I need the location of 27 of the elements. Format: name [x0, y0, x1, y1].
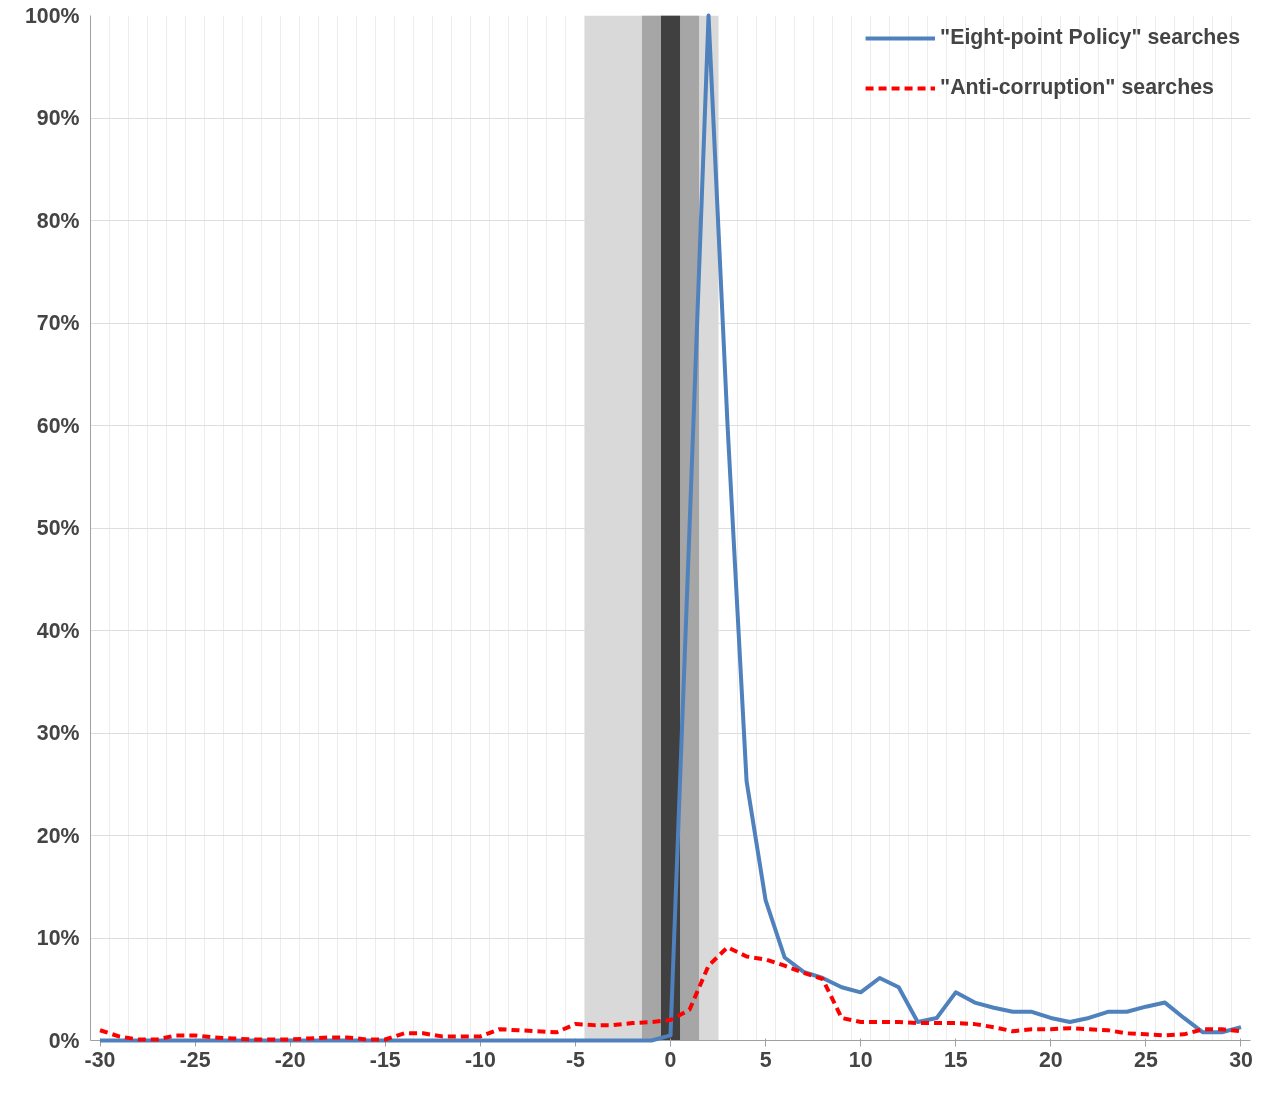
x-tick-label: 30: [1229, 1047, 1253, 1072]
y-tick-label: 0%: [48, 1028, 80, 1053]
x-tick-label: 5: [759, 1047, 772, 1072]
x-tick-label: -25: [179, 1047, 211, 1072]
x-tick-label: 20: [1038, 1047, 1063, 1072]
x-tick-label: -30: [84, 1047, 116, 1072]
y-tick-label: 60%: [36, 413, 80, 438]
x-tick-label: 10: [848, 1047, 873, 1072]
y-tick-label: 100%: [24, 3, 80, 28]
x-tick-label: -5: [565, 1047, 586, 1072]
y-tick-label: 50%: [36, 516, 80, 540]
line-series: [98, 13, 1243, 1043]
y-tick-label: 20%: [36, 823, 80, 848]
x-tick-label: 0: [664, 1047, 677, 1072]
y-tick-label: 70%: [36, 311, 80, 335]
x-tick-label: -20: [274, 1047, 306, 1072]
y-tick-label: 80%: [36, 208, 80, 233]
y-tick-label: 40%: [36, 618, 80, 643]
legend-label: "Eight-point Policy" searches: [940, 25, 1240, 50]
x-tick-label: 25: [1134, 1047, 1158, 1072]
y-tick-label: 90%: [36, 106, 80, 130]
x-tick-label: 15: [943, 1047, 968, 1072]
y-tick-label: 10%: [36, 926, 80, 950]
x-tick-label: -10: [464, 1047, 496, 1072]
y-tick-label: 30%: [36, 721, 80, 745]
legend-label: "Anti-corruption" searches: [940, 75, 1214, 100]
x-tick-label: -15: [369, 1047, 401, 1072]
